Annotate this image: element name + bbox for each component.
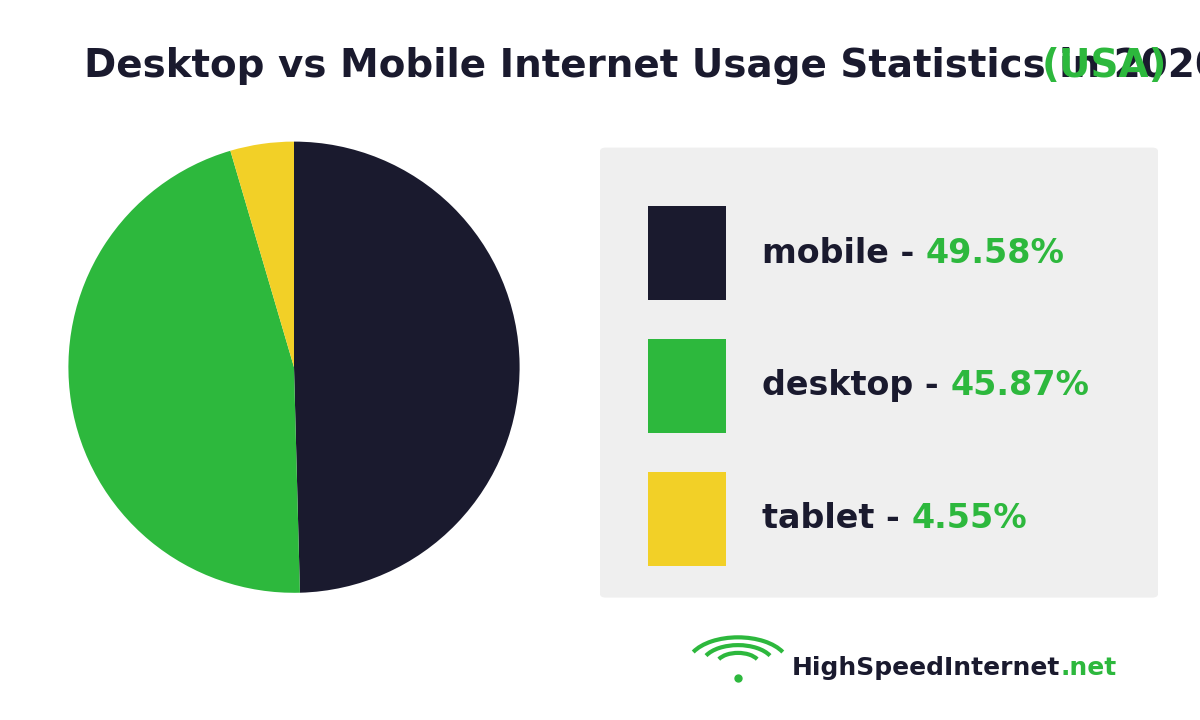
Text: desktop -: desktop -	[762, 369, 950, 402]
Text: .net: .net	[1061, 656, 1117, 680]
Text: tablet -: tablet -	[762, 503, 911, 535]
Text: 49.58%: 49.58%	[926, 237, 1064, 269]
Text: (USA): (USA)	[1042, 47, 1168, 85]
Wedge shape	[230, 142, 294, 367]
Text: HighSpeedInternet: HighSpeedInternet	[792, 656, 1061, 680]
Text: 45.87%: 45.87%	[950, 369, 1090, 402]
Text: Desktop vs Mobile Internet Usage Statistics in 2020: Desktop vs Mobile Internet Usage Statist…	[84, 47, 1200, 85]
Text: 4.55%: 4.55%	[911, 503, 1027, 535]
FancyBboxPatch shape	[648, 339, 726, 433]
FancyBboxPatch shape	[648, 206, 726, 300]
Wedge shape	[68, 150, 300, 593]
Wedge shape	[294, 142, 520, 593]
FancyBboxPatch shape	[600, 148, 1158, 598]
FancyBboxPatch shape	[648, 472, 726, 565]
Text: mobile -: mobile -	[762, 237, 926, 269]
